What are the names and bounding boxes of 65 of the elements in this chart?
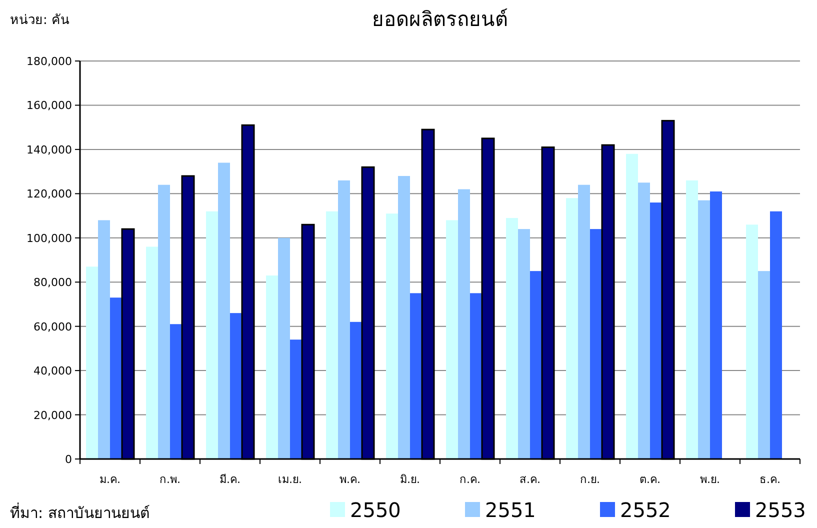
bar	[446, 220, 458, 459]
bar	[86, 266, 98, 459]
bar	[266, 275, 278, 459]
legend-label: 2550	[350, 498, 401, 522]
legend-label: 2553	[755, 498, 806, 522]
bar	[398, 176, 410, 459]
y-tick-label: 80,000	[34, 276, 72, 290]
chart-title: ยอดผลิตรถยนต์	[372, 7, 508, 31]
bar	[218, 162, 230, 459]
bar	[158, 184, 170, 459]
x-tick-label: ก.ค.	[460, 473, 480, 486]
bar	[386, 214, 398, 459]
y-tick-label: 180,000	[26, 55, 72, 68]
y-tick-label: 20,000	[34, 408, 72, 422]
bar	[710, 191, 722, 459]
bar	[98, 220, 110, 459]
bar	[530, 271, 542, 459]
y-tick-label: 60,000	[34, 320, 72, 334]
bar	[206, 211, 218, 459]
bar	[326, 211, 338, 459]
x-tick-label: พ.ค.	[340, 473, 360, 486]
x-tick-label: ต.ค.	[640, 473, 660, 486]
x-tick-label: ม.ค.	[100, 473, 120, 486]
bar	[638, 182, 650, 459]
y-tick-label: 160,000	[26, 99, 72, 112]
bar	[278, 238, 290, 459]
bar	[458, 189, 470, 459]
x-tick-label: มี.ค.	[220, 473, 240, 486]
bar	[686, 180, 698, 459]
bar	[698, 200, 710, 459]
y-tick-label: 0	[65, 453, 72, 466]
bar	[758, 271, 770, 459]
x-tick-label: พ.ย.	[700, 473, 720, 486]
x-tick-label: ธ.ค.	[760, 473, 780, 486]
bar	[410, 293, 422, 459]
bar	[230, 313, 242, 459]
bar	[470, 293, 482, 459]
y-tick-label: 120,000	[26, 188, 72, 201]
bar	[518, 229, 530, 459]
bar	[650, 202, 662, 459]
bar	[290, 340, 302, 459]
legend-label: 2551	[485, 498, 536, 522]
bar	[506, 218, 518, 459]
x-tick-label: ก.พ.	[160, 473, 180, 486]
bar	[350, 322, 362, 459]
bar	[170, 324, 182, 459]
y-axis-title: หน่วย: คัน	[10, 13, 70, 28]
bar	[770, 211, 782, 459]
x-tick-label: ก.ย.	[580, 473, 600, 486]
y-tick-label: 40,000	[34, 364, 72, 378]
legend-label: 2552	[620, 498, 671, 522]
x-tick-label: ส.ค.	[520, 473, 540, 486]
x-tick-label: มิ.ย.	[400, 473, 420, 486]
bar	[746, 224, 758, 459]
y-tick-label: 100,000	[26, 232, 72, 245]
bar	[578, 184, 590, 459]
bar	[110, 298, 122, 459]
bar	[626, 154, 638, 459]
y-tick-label: 140,000	[26, 143, 72, 156]
bar	[590, 229, 602, 459]
text: ที่มา: สถาบันยานยนต์	[10, 502, 150, 522]
bar	[338, 180, 350, 459]
bar	[566, 198, 578, 459]
bar	[146, 246, 158, 459]
x-tick-label: เม.ย.	[278, 473, 302, 486]
